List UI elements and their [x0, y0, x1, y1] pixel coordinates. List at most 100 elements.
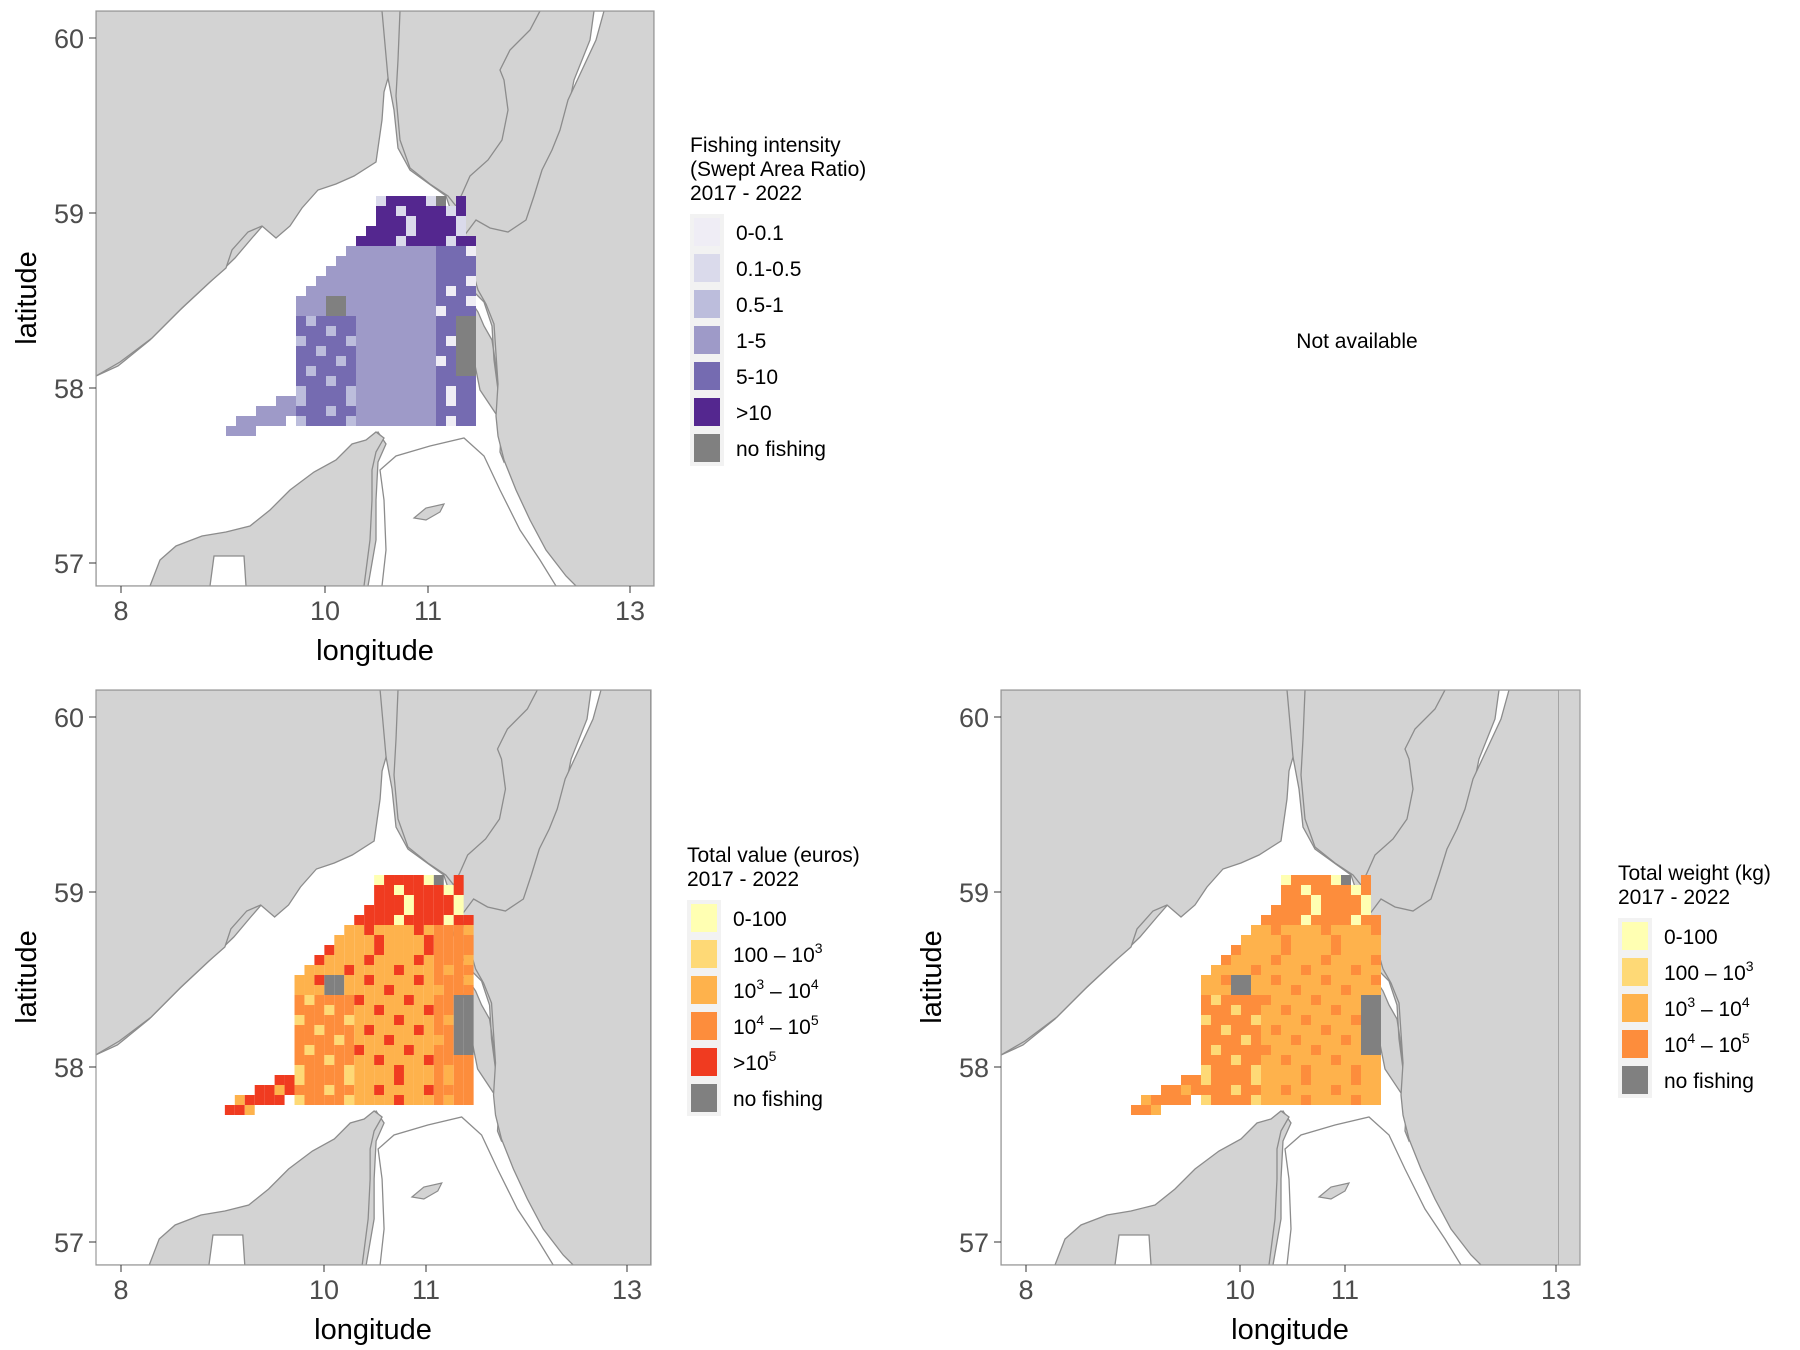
fishing-grid-cell: [376, 226, 386, 236]
fishing-grid-cell: [1301, 925, 1311, 935]
fishing-grid-cell: [1241, 955, 1251, 965]
fishing-grid-cell: [396, 346, 406, 356]
fishing-grid-cell: [1291, 895, 1301, 905]
fishing-grid-cell: [1221, 1075, 1231, 1085]
fishing-grid-cell: [1371, 1005, 1381, 1015]
fishing-grid-cell: [416, 406, 426, 416]
fishing-grid-cell: [436, 236, 446, 246]
legend-swatch: [1622, 958, 1648, 986]
x-tick-value: 10: [309, 1275, 339, 1305]
fishing-grid-cell: [1251, 975, 1261, 985]
fishing-grid-cell: [326, 416, 336, 426]
fishing-grid-cell: [346, 306, 356, 316]
fishing-grid-cell: [1261, 1055, 1271, 1065]
y-axis-title-weight: latitude: [916, 930, 948, 1024]
fishing-grid-cell: [396, 376, 406, 386]
fishing-grid-cell: [324, 965, 335, 975]
fishing-grid-cell: [1331, 1055, 1341, 1065]
fishing-grid-cell: [344, 1005, 355, 1015]
fishing-grid-cell: [306, 356, 316, 366]
fishing-grid-cell: [1231, 955, 1241, 965]
fishing-grid-cell: [456, 296, 466, 306]
fishing-grid-cell: [376, 386, 386, 396]
fishing-grid-cell: [463, 955, 474, 965]
fishing-grid-cell: [1311, 955, 1321, 965]
fishing-grid-cell: [1211, 1035, 1221, 1045]
fishing-grid-cell: [426, 236, 436, 246]
fishing-grid-cell: [1361, 1045, 1371, 1055]
legend-label: 0-100: [1664, 926, 1718, 949]
fishing-grid-cell: [276, 396, 286, 406]
fishing-grid-cell: [1311, 1045, 1321, 1055]
fishing-grid-cell: [436, 266, 446, 276]
fishing-grid-cell: [1171, 1085, 1181, 1095]
fishing-grid-cell: [356, 266, 366, 276]
fishing-grid-cell: [463, 975, 474, 985]
fishing-grid-cell: [384, 905, 395, 915]
fishing-grid-cell: [1251, 1015, 1261, 1025]
fishing-grid-cell: [346, 326, 356, 336]
legend-swatch: [691, 1084, 717, 1112]
x-tick-value: 11: [412, 1275, 440, 1305]
fishing-grid-cell: [433, 1065, 444, 1075]
fishing-grid-cell: [366, 286, 376, 296]
fishing-grid-cell: [326, 286, 336, 296]
fishing-grid-cell: [1341, 985, 1351, 995]
fishing-grid-cell: [376, 316, 386, 326]
fishing-grid-cell: [403, 925, 414, 935]
fishing-grid-cell: [1311, 905, 1321, 915]
x-axis-value: 8 10 11 13 longitude: [113, 1265, 642, 1346]
fishing-grid-cell: [1321, 905, 1331, 915]
fishing-grid-cell: [266, 406, 276, 416]
fishing-grid-cell: [316, 296, 326, 306]
fishing-grid-cell: [314, 1005, 325, 1015]
fishing-grid-cell: [354, 1065, 365, 1075]
fishing-grid-cell: [426, 346, 436, 356]
fishing-grid-cell: [1231, 1065, 1241, 1075]
fishing-grid-cell: [1301, 1035, 1311, 1045]
fishing-grid-cell: [336, 316, 346, 326]
fishing-grid-cell: [1371, 1065, 1381, 1075]
fishing-grid-cell: [1371, 1095, 1381, 1105]
fishing-grid-cell: [316, 316, 326, 326]
fishing-grid-cell: [456, 416, 466, 426]
fishing-grid-cell: [316, 336, 326, 346]
fishing-grid-cell: [466, 396, 476, 406]
fishing-grid-cell: [304, 1065, 315, 1075]
fishing-grid-cell: [306, 326, 316, 336]
fishing-grid-cell: [354, 1095, 365, 1105]
fishing-grid-cell: [336, 286, 346, 296]
fishing-grid-cell: [336, 336, 346, 346]
fishing-grid-cell: [1371, 1075, 1381, 1085]
fishing-grid-cell: [1251, 935, 1261, 945]
fishing-grid-cell: [366, 256, 376, 266]
fishing-grid-cell: [446, 306, 456, 316]
fishing-grid-cell: [1291, 1075, 1301, 1085]
fishing-grid-cell: [306, 406, 316, 416]
fishing-grid-cell: [1311, 915, 1321, 925]
fishing-grid-cell: [426, 356, 436, 366]
fishing-grid-cell: [356, 326, 366, 336]
fishing-grid-cell: [1361, 1005, 1371, 1015]
fishing-grid-cell: [443, 995, 454, 1005]
panel-intensity: 8 10 11 13 longitude 60 59 58 57 latitud…: [11, 10, 866, 667]
y-tick-value: 60: [54, 703, 84, 733]
fishing-grid-cell: [306, 386, 316, 396]
fishing-grid-cell: [334, 935, 345, 945]
x-tick-intensity: 13: [615, 596, 645, 626]
fishing-grid-cell: [394, 1065, 404, 1075]
fishing-grid-cell: [386, 296, 396, 306]
fishing-grid-cell: [386, 226, 396, 236]
fishing-grid-cell: [324, 1035, 335, 1045]
fishing-grid-cell: [304, 1075, 315, 1085]
fishing-grid-cell: [296, 346, 306, 356]
fishing-grid-cell: [1261, 985, 1271, 995]
fishing-grid-cell: [246, 416, 256, 426]
fishing-grid-cell: [384, 1075, 395, 1085]
fishing-grid-cell: [1231, 1045, 1241, 1055]
fishing-grid-cell: [1191, 1085, 1201, 1095]
fishing-grid-cell: [443, 1025, 454, 1035]
fishing-grid-cell: [386, 366, 396, 376]
fishing-grid-cell: [413, 965, 424, 975]
fishing-grid-cell: [1251, 1075, 1261, 1085]
